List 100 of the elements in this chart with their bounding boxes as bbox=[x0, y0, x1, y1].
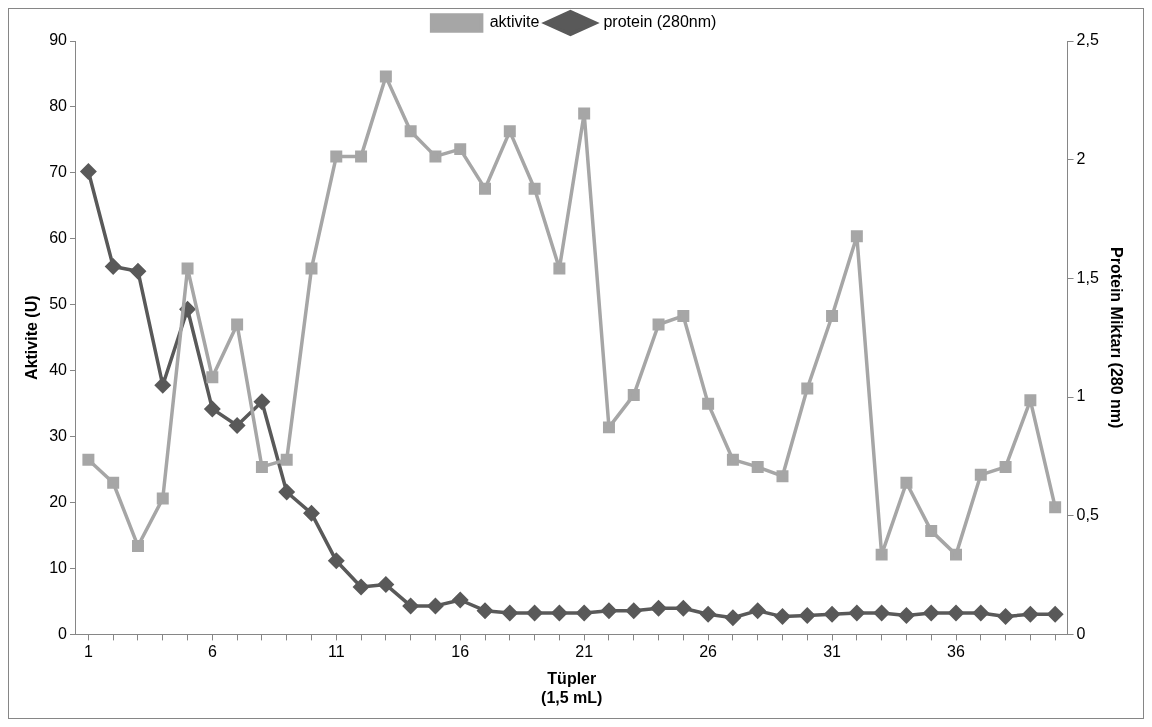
point bbox=[427, 598, 444, 614]
point bbox=[353, 579, 369, 595]
y-tick-label: 80 bbox=[49, 97, 68, 115]
point bbox=[181, 262, 194, 275]
point bbox=[774, 608, 791, 625]
x-axis-title: Tüpler (1,5 mL) bbox=[541, 669, 603, 706]
point bbox=[479, 182, 492, 195]
point bbox=[404, 125, 417, 138]
point bbox=[1047, 606, 1063, 622]
point bbox=[303, 505, 320, 522]
point bbox=[105, 258, 121, 275]
point bbox=[776, 470, 789, 483]
point bbox=[305, 262, 318, 275]
x-tick-label: 26 bbox=[699, 643, 718, 661]
point bbox=[551, 605, 568, 621]
legend-label: aktivite bbox=[489, 13, 540, 31]
point bbox=[974, 468, 987, 481]
x-tick-label: 6 bbox=[207, 643, 217, 661]
point bbox=[107, 476, 120, 489]
point bbox=[873, 605, 890, 621]
point bbox=[278, 484, 295, 500]
point bbox=[578, 107, 591, 120]
point bbox=[875, 548, 888, 561]
point bbox=[925, 524, 938, 537]
y2-tick-label: 1,5 bbox=[1076, 268, 1099, 286]
point bbox=[950, 548, 962, 561]
point bbox=[452, 592, 468, 608]
point bbox=[355, 150, 368, 163]
point bbox=[726, 453, 739, 466]
point bbox=[677, 309, 690, 322]
point bbox=[1024, 394, 1037, 407]
point bbox=[553, 262, 566, 275]
point bbox=[626, 602, 642, 619]
point bbox=[601, 602, 617, 619]
y2-tick-label: 0,5 bbox=[1076, 506, 1099, 524]
point bbox=[255, 460, 268, 473]
point bbox=[206, 371, 219, 384]
point bbox=[627, 389, 640, 402]
y-tick-label: 0 bbox=[58, 624, 68, 642]
point bbox=[948, 605, 964, 621]
legend-label: protein (280nm) bbox=[603, 13, 717, 31]
point bbox=[477, 602, 493, 619]
y2-tick-label: 2,5 bbox=[1076, 31, 1099, 49]
point bbox=[824, 606, 840, 622]
point bbox=[528, 182, 541, 195]
point bbox=[328, 553, 345, 569]
y2-axis-title: Protein Miktarı (280 nm) bbox=[1107, 247, 1125, 429]
point bbox=[1022, 606, 1039, 622]
point bbox=[997, 608, 1014, 625]
y2-tick-label: 2 bbox=[1076, 150, 1086, 168]
point bbox=[155, 377, 171, 393]
point bbox=[923, 605, 939, 621]
point bbox=[849, 605, 865, 621]
y-tick-label: 10 bbox=[49, 558, 68, 576]
point bbox=[700, 606, 716, 622]
point bbox=[898, 607, 915, 624]
point bbox=[702, 397, 715, 410]
x-tick-label: 1 bbox=[83, 643, 93, 661]
x-tick-label: 36 bbox=[947, 643, 966, 661]
y-tick-label: 30 bbox=[49, 427, 68, 445]
point bbox=[576, 605, 592, 621]
point bbox=[378, 576, 394, 593]
point bbox=[801, 382, 814, 395]
y-axis-title: Aktivite (U) bbox=[23, 295, 41, 380]
point bbox=[402, 598, 419, 614]
point bbox=[454, 143, 467, 156]
point bbox=[526, 605, 543, 621]
point bbox=[204, 401, 221, 417]
y-tick-label: 20 bbox=[49, 492, 68, 510]
y-tick-label: 60 bbox=[49, 229, 68, 247]
point bbox=[280, 453, 293, 466]
point bbox=[725, 610, 741, 626]
point bbox=[80, 163, 97, 180]
y2-tick-label: 1 bbox=[1076, 387, 1086, 405]
point bbox=[650, 600, 667, 617]
point bbox=[900, 476, 913, 489]
point bbox=[82, 453, 95, 466]
point bbox=[254, 394, 270, 410]
y2-tick-label: 0 bbox=[1076, 624, 1086, 642]
point bbox=[749, 602, 766, 619]
point bbox=[503, 125, 516, 138]
point bbox=[799, 607, 816, 624]
point bbox=[999, 460, 1012, 473]
point bbox=[156, 492, 169, 505]
point bbox=[330, 150, 343, 163]
point bbox=[850, 230, 863, 243]
y-tick-label: 50 bbox=[49, 295, 68, 313]
x-tick-label: 11 bbox=[327, 643, 345, 661]
x-tick-label: 21 bbox=[575, 643, 594, 661]
point bbox=[675, 600, 692, 617]
point bbox=[229, 417, 245, 434]
y-tick-label: 90 bbox=[49, 31, 68, 49]
x-tick-label: 31 bbox=[823, 643, 842, 661]
point bbox=[1049, 501, 1062, 514]
y-tick-label: 70 bbox=[49, 163, 68, 181]
point bbox=[652, 318, 665, 331]
point bbox=[131, 540, 144, 553]
point bbox=[602, 421, 615, 434]
y-tick-label: 40 bbox=[49, 361, 68, 379]
point bbox=[379, 70, 392, 83]
